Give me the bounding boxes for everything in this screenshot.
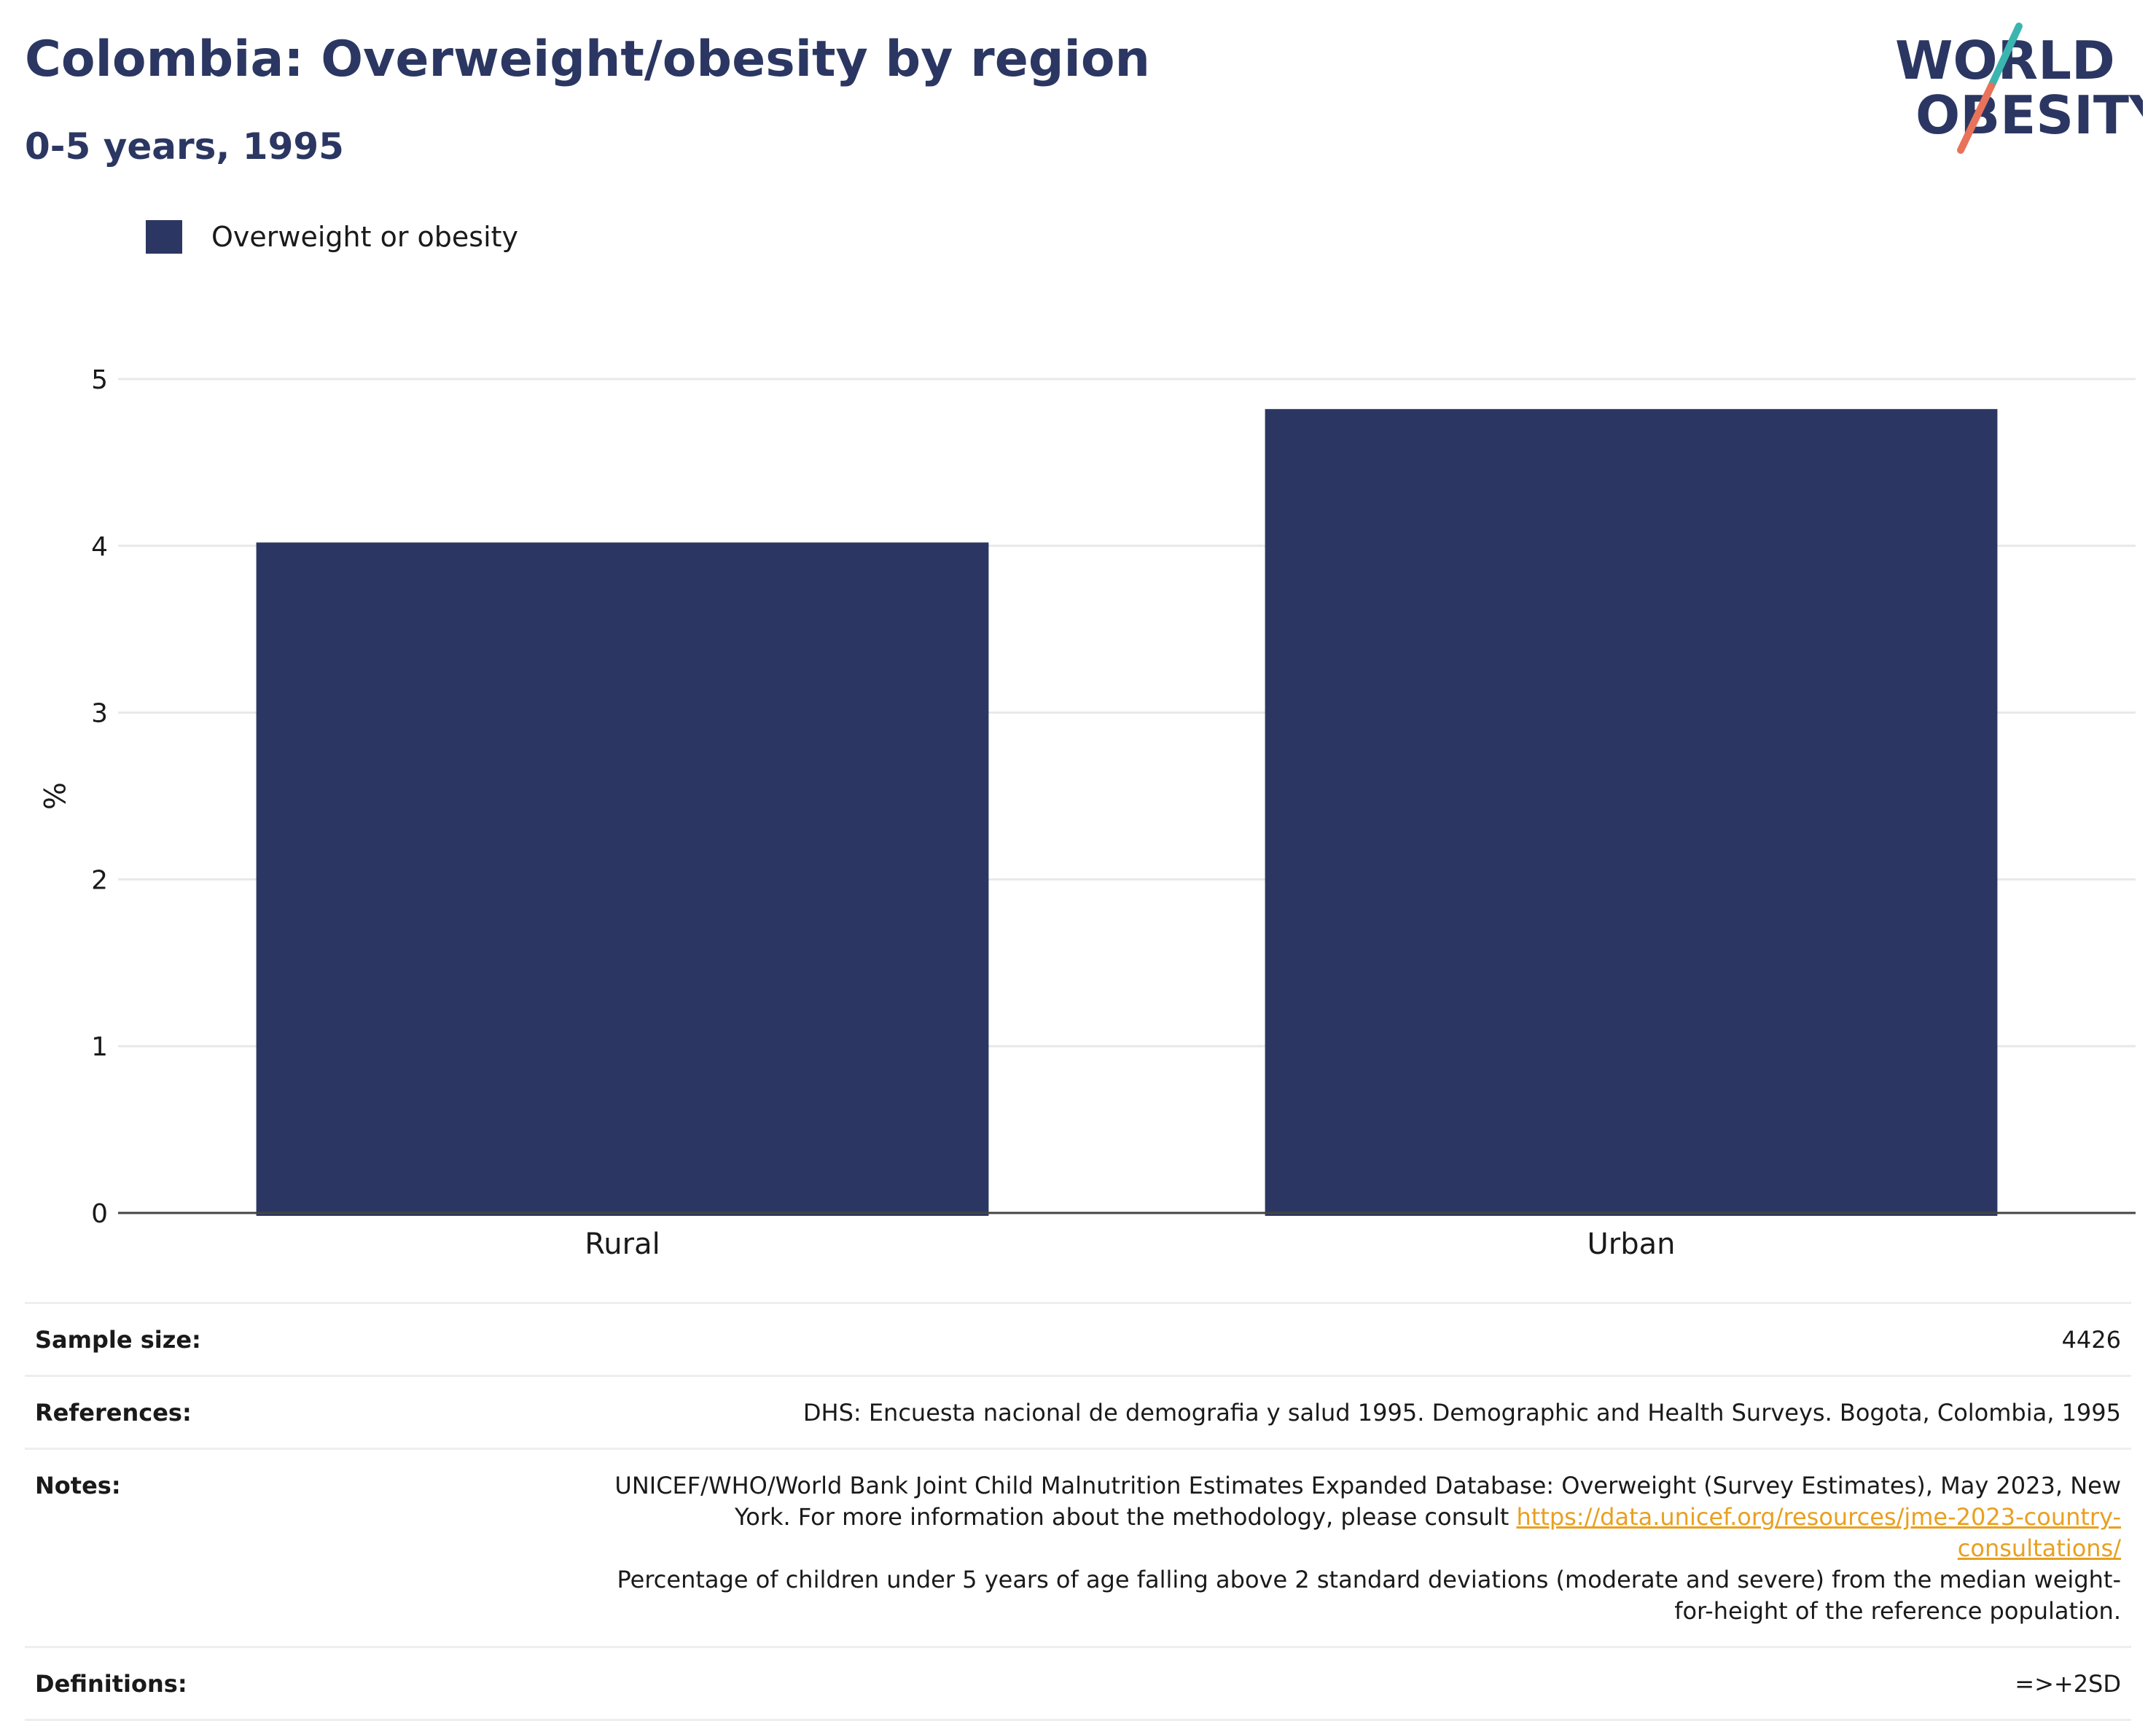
sample-size-value: 4426: [2061, 1326, 2121, 1354]
y-tick-label: 4: [91, 532, 108, 562]
y-tick-label: 2: [91, 865, 108, 895]
y-tick-label: 1: [91, 1032, 108, 1062]
y-axis-label: %: [36, 782, 70, 810]
x-tick-label-rural: Rural: [585, 1228, 660, 1261]
y-ticks: 0 1 2 3 4 5: [91, 365, 108, 1229]
bar-chart: 0 1 2 3 4 5 Rural Urban %: [36, 365, 2136, 1261]
bar-rural[interactable]: [256, 542, 989, 1216]
chart-subtitle: 0-5 years, 1995: [25, 125, 344, 168]
info-row-definitions: Definitions: =>+2SD: [25, 1646, 2131, 1721]
info-row-sample-size: Sample size: 4426: [25, 1302, 2131, 1375]
references-value: DHS: Encuesta nacional de demografia y s…: [802, 1399, 2121, 1427]
notes-link[interactable]: https://data.unicef.org/resources/jme-20…: [1516, 1503, 2121, 1562]
y-tick-label: 3: [91, 699, 108, 729]
bars: [256, 409, 1998, 1216]
world-obesity-logo: WORLD OBESITY: [1895, 23, 2143, 154]
chart-title: Colombia: Overweight/obesity by region: [25, 31, 1150, 88]
legend[interactable]: Overweight or obesity: [146, 219, 518, 255]
bar-urban[interactable]: [1265, 409, 1998, 1216]
y-tick-label: 0: [91, 1199, 108, 1229]
x-tick-labels: Rural Urban: [585, 1228, 1675, 1261]
legend-label: Overweight or obesity: [211, 221, 519, 253]
notes-text-2: Percentage of children under 5 years of …: [617, 1566, 2122, 1625]
legend-swatch: [146, 220, 182, 254]
info-row-notes: Notes: UNICEF/WHO/World Bank Joint Child…: [25, 1448, 2131, 1646]
references-label: References:: [35, 1399, 192, 1427]
logo-slash-top: [1988, 23, 2023, 90]
y-tick-label: 5: [91, 365, 108, 395]
logo-text-obesity: OBESITY: [1915, 85, 2143, 146]
x-tick-label-urban: Urban: [1587, 1228, 1676, 1261]
notes-value: UNICEF/WHO/World Bank Joint Child Malnut…: [590, 1470, 2121, 1627]
info-row-references: References: DHS: Encuesta nacional de de…: [25, 1375, 2131, 1448]
logo-slash-bottom: [1957, 82, 1995, 154]
definitions-label: Definitions:: [35, 1670, 187, 1698]
sample-size-label: Sample size:: [35, 1326, 201, 1354]
definitions-value: =>+2SD: [2015, 1670, 2121, 1698]
notes-label: Notes:: [35, 1472, 121, 1499]
info-table: Sample size: 4426 References: DHS: Encue…: [25, 1302, 2131, 1721]
notes-text-1: UNICEF/WHO/World Bank Joint Child Malnut…: [614, 1472, 2121, 1531]
